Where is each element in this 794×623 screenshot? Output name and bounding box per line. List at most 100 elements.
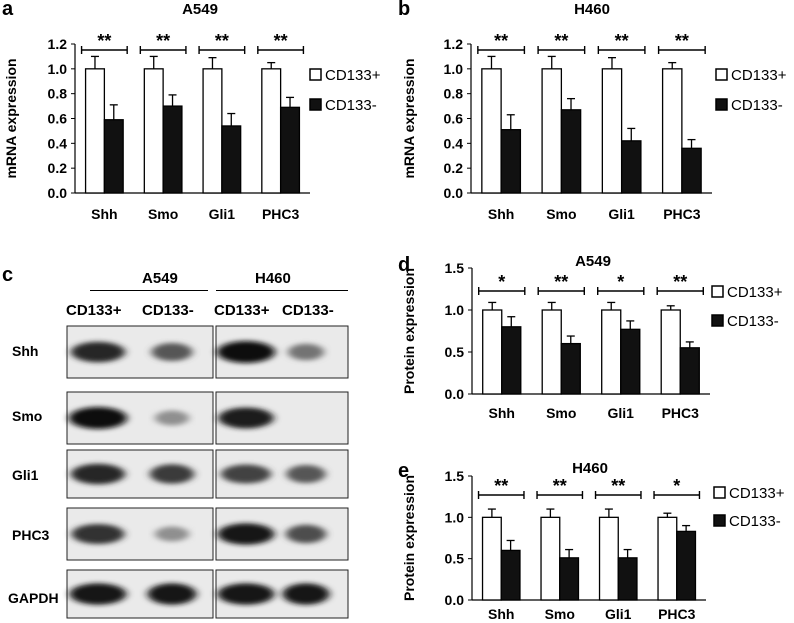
bar-gli1-cd133neg: [620, 328, 641, 395]
bar-phc3-cd133neg: [279, 106, 301, 194]
blot-band-phc3: [154, 526, 190, 542]
blot-band-shh: [287, 343, 325, 361]
legend-swatch: [309, 98, 322, 111]
blot-group-a549: A549: [142, 270, 178, 287]
panel-letter-b: b: [398, 0, 411, 20]
bar-smo-cd133neg: [560, 342, 581, 395]
blot-row-label-gli1: Gli1: [12, 467, 39, 483]
chart-title: A549: [575, 253, 611, 270]
bar-gli1-cd133pos: [202, 68, 223, 194]
significance-label: *: [617, 272, 624, 292]
panel-letter-a: a: [2, 0, 14, 20]
legend-swatch: [715, 98, 728, 111]
blot-band-smo: [154, 410, 190, 426]
blot-band-smo: [69, 407, 127, 429]
chart-e-protein-h460: H460 Protein expression 0.0 0.5 1.0 1.5 ** Shh *…: [401, 460, 785, 622]
y-tick-label: 0.6: [48, 111, 68, 127]
legend-swatch: [715, 68, 728, 81]
y-tick-label: 1.5: [445, 260, 465, 276]
legend-swatch: [711, 314, 724, 327]
x-tick-label: Shh: [488, 606, 514, 622]
blot-lane-3: CD133+: [214, 302, 270, 319]
y-axis-label: mRNA expression: [3, 58, 19, 178]
y-tick-label: 0.0: [444, 185, 464, 201]
x-tick-label: Smo: [545, 606, 575, 622]
x-tick-label: PHC3: [662, 405, 700, 421]
significance-label: *: [498, 272, 505, 292]
x-tick-label: Shh: [488, 206, 514, 222]
chart-b-mrna-h460: H460 mRNA expression 0.0 0.2 0.4 0.6 0.8 1.0 1.2…: [401, 1, 787, 222]
y-tick-label: 0.2: [48, 160, 68, 176]
blot-band-gli1: [220, 464, 272, 484]
bar-gli1-cd133pos: [601, 68, 623, 194]
panel-letter-c: c: [2, 264, 14, 286]
x-tick-label: Gli1: [605, 606, 632, 622]
significance-label: *: [673, 476, 680, 496]
y-tick-label: 0.8: [444, 86, 464, 102]
bar-smo-cd133pos: [541, 68, 563, 194]
y-axis-label: Protein expression: [401, 475, 417, 601]
blot-band-phc3: [217, 523, 275, 545]
bar-shh-cd133pos: [482, 309, 503, 395]
y-tick-label: 0.8: [48, 86, 68, 102]
bar-shh-cd133neg: [500, 129, 522, 194]
legend-label: CD133+: [729, 485, 785, 502]
x-tick-label: Smo: [546, 206, 576, 222]
bar-shh-cd133pos: [481, 516, 502, 601]
bar-shh-cd133neg: [500, 549, 521, 601]
bar-smo-cd133neg: [162, 105, 183, 194]
blot-band-gapdh: [282, 583, 330, 605]
legend-label: CD133-: [325, 97, 377, 114]
blot-band-gapdh: [147, 583, 197, 605]
bar-shh-cd133pos: [84, 68, 106, 194]
chart-title: A549: [182, 1, 218, 18]
significance-label: **: [611, 476, 625, 496]
y-axis-label: Protein expression: [401, 268, 417, 394]
x-tick-label: Shh: [91, 206, 117, 222]
blot-band-phc3: [71, 524, 125, 544]
bar-shh-cd133neg: [103, 119, 124, 194]
blot-row-label-phc3: PHC3: [12, 527, 50, 543]
blot-band-gli1: [70, 463, 126, 485]
y-tick-label: 0.5: [445, 551, 465, 567]
x-tick-label: PHC3: [663, 206, 701, 222]
western-blot-panel: A549 H460 CD133+ CD133- CD133+ CD133- Sh…: [0, 262, 395, 623]
y-tick-label: 0.6: [444, 111, 464, 127]
blot-group-h460: H460: [255, 270, 291, 287]
panel-letter-e: e: [398, 460, 410, 482]
bar-shh-cd133neg: [501, 326, 522, 395]
bar-gli1-cd133neg: [620, 140, 642, 194]
bar-smo-cd133neg: [560, 109, 582, 194]
y-tick-label: 1.0: [445, 509, 465, 525]
y-tick-label: 0.0: [445, 592, 465, 608]
legend-swatch: [309, 68, 322, 81]
blot-band-shh: [217, 341, 275, 363]
panel-letter-d: d: [398, 254, 411, 276]
significance-label: **: [494, 31, 508, 51]
y-tick-label: 1.5: [445, 468, 465, 484]
bar-phc3-cd133neg: [681, 147, 702, 194]
x-tick-label: Shh: [489, 405, 515, 421]
x-tick-label: Smo: [546, 405, 576, 421]
blot-strips: [66, 325, 349, 619]
blot-lane-2: CD133-: [142, 302, 194, 319]
y-axis-label: mRNA expression: [401, 58, 417, 178]
y-tick-label: 0.0: [48, 185, 68, 201]
blot-lane-4: CD133-: [282, 302, 334, 319]
blot-group-a549-line: [90, 290, 208, 291]
x-tick-label: PHC3: [658, 606, 696, 622]
significance-label: **: [554, 31, 568, 51]
bar-gli1-cd133neg: [221, 125, 242, 194]
bar-smo-cd133pos: [540, 516, 561, 601]
legend-label: CD133+: [325, 67, 381, 84]
chart-title: H460: [574, 1, 610, 18]
legend-label: CD133-: [729, 513, 781, 530]
blot-band-shh: [151, 343, 193, 361]
legend-label: CD133-: [727, 313, 779, 330]
y-tick-label: 1.0: [48, 61, 68, 77]
significance-label: **: [554, 272, 568, 292]
y-tick-label: 0.2: [444, 160, 464, 176]
significance-label: **: [675, 31, 689, 51]
bar-phc3-cd133pos: [661, 68, 683, 194]
legend-label: CD133+: [727, 284, 783, 301]
